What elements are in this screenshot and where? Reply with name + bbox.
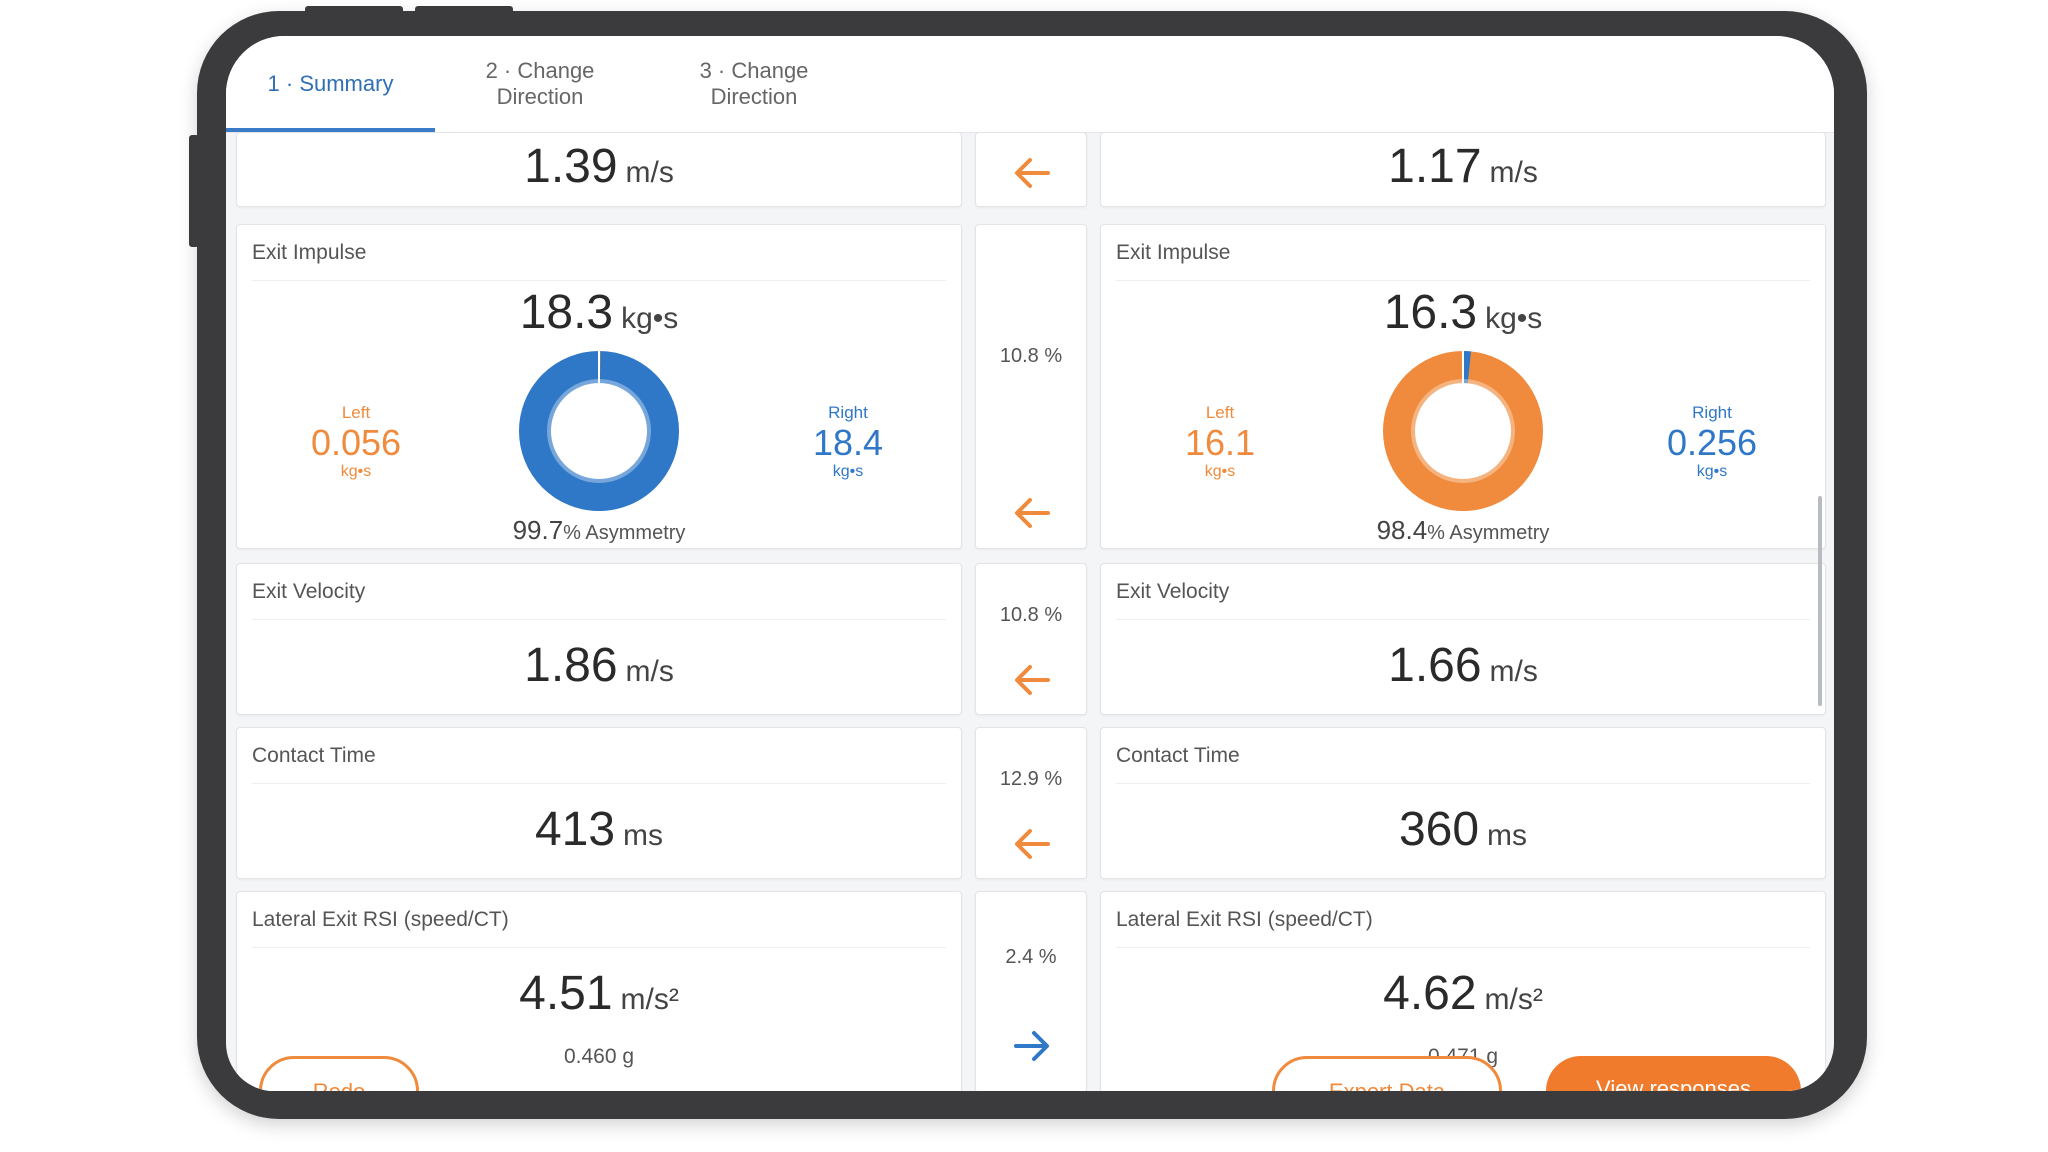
divider xyxy=(1116,947,1810,948)
divider xyxy=(252,947,946,948)
arrow-left-icon xyxy=(1015,158,1050,188)
tab-change-direction-3[interactable]: 3 · Change Direction xyxy=(699,58,809,109)
card-title: Exit Velocity xyxy=(252,580,366,603)
export-data-button-label: Export Data xyxy=(1275,1079,1499,1091)
metric-value: 1.39 m/s xyxy=(524,140,674,193)
tab-bar: 1 · Summary 2 · Change Direction 3 · Cha… xyxy=(226,36,1834,133)
left-side-value: Left 0.056 kg•s xyxy=(310,403,402,480)
scrollbar[interactable] xyxy=(1818,496,1822,706)
view-responses-button[interactable]: View responses xyxy=(1546,1056,1801,1091)
asymmetry-donut-chart xyxy=(1383,351,1543,511)
metric-value: 16.3 kg•s xyxy=(1383,286,1543,339)
divider xyxy=(252,619,946,620)
asymmetry-donut-chart xyxy=(519,351,679,511)
difference-percent: 10.8 % xyxy=(999,345,1063,367)
card-title: Lateral Exit RSI (speed/CT) xyxy=(1116,908,1373,931)
exit-impulse-card-right: Exit Impulse 16.3 kg•s Left 16.1 kg•s Rig… xyxy=(1100,224,1826,549)
exit-impulse-comparison-cell: 10.8 % xyxy=(975,224,1087,549)
divider xyxy=(1116,619,1810,620)
arrow-right-icon xyxy=(1014,1031,1049,1061)
redo-button-label: Redo xyxy=(262,1079,416,1091)
metric-subvalue: 0.460 g xyxy=(563,1045,635,1068)
contact-time-card-right: Contact Time 360 ms xyxy=(1100,727,1826,879)
arrow-left-icon xyxy=(1015,829,1050,859)
divider xyxy=(1116,280,1810,281)
arrow-left-icon xyxy=(1015,498,1050,528)
difference-percent: 12.9 % xyxy=(999,768,1063,790)
lateral-exit-rsi-comparison-cell: 2.4 % xyxy=(975,891,1087,1091)
tab-summary[interactable]: 1 · Summary xyxy=(267,71,394,96)
metric-value: 4.51 m/s² xyxy=(519,967,679,1020)
top-metric-card-left: 1.39 m/s xyxy=(236,132,962,207)
top-comparison-cell xyxy=(975,132,1087,207)
volume-button-bottom xyxy=(415,6,513,14)
card-title: Exit Impulse xyxy=(252,241,367,264)
card-title: Lateral Exit RSI (speed/CT) xyxy=(252,908,509,931)
metric-value: 1.66 m/s xyxy=(1388,639,1538,692)
divider xyxy=(252,280,946,281)
volume-button-top xyxy=(305,6,403,14)
exit-velocity-comparison-cell: 10.8 % xyxy=(975,563,1087,715)
donut-inner-ring xyxy=(1411,379,1515,483)
exit-velocity-card-left: Exit Velocity 1.86 m/s xyxy=(236,563,962,715)
export-data-button[interactable]: Export Data xyxy=(1272,1056,1502,1091)
left-side-value: Left 16.1 kg•s xyxy=(1184,403,1256,480)
active-tab-indicator xyxy=(226,128,435,132)
asymmetry-readout: 98.4% Asymmetry xyxy=(1376,515,1550,545)
difference-percent: 10.8 % xyxy=(999,604,1063,626)
contact-time-comparison-cell: 12.9 % xyxy=(975,727,1087,879)
metric-value: 18.3 kg•s xyxy=(519,286,679,339)
difference-percent: 2.4 % xyxy=(1005,946,1057,968)
asymmetry-readout: 99.7% Asymmetry xyxy=(512,515,686,545)
tab-change-direction-2[interactable]: 2 · Change Direction xyxy=(485,58,595,109)
power-button xyxy=(189,135,199,247)
arrow-left-icon xyxy=(1015,665,1050,695)
divider xyxy=(1116,783,1810,784)
metric-value: 413 ms xyxy=(534,803,664,856)
donut-inner-ring xyxy=(547,379,651,483)
redo-button[interactable]: Redo xyxy=(259,1056,419,1091)
exit-impulse-card-left: Exit Impulse 18.3 kg•s Left 0.056 kg•s Ri… xyxy=(236,224,962,549)
card-title: Exit Impulse xyxy=(1116,241,1231,264)
app-screen: 1 · Summary 2 · Change Direction 3 · Cha… xyxy=(226,36,1834,1091)
contact-time-card-left: Contact Time 413 ms xyxy=(236,727,962,879)
card-title: Exit Velocity xyxy=(1116,580,1230,603)
view-responses-button-label: View responses xyxy=(1596,1076,1751,1091)
card-title: Contact Time xyxy=(1116,744,1240,767)
lateral-exit-rsi-card-left: Lateral Exit RSI (speed/CT) 4.51 m/s² 0.4… xyxy=(236,891,962,1091)
metric-value: 4.62 m/s² xyxy=(1383,967,1543,1020)
exit-velocity-card-right: Exit Velocity 1.66 m/s xyxy=(1100,563,1826,715)
right-side-value: Right 0.256 kg•s xyxy=(1666,403,1758,480)
metric-value: 360 ms xyxy=(1398,803,1528,856)
metric-value: 1.86 m/s xyxy=(524,639,674,692)
right-side-value: Right 18.4 kg•s xyxy=(812,403,884,480)
metric-value: 1.17 m/s xyxy=(1388,140,1538,193)
top-metric-card-right: 1.17 m/s xyxy=(1100,132,1826,207)
divider xyxy=(252,783,946,784)
card-title: Contact Time xyxy=(252,744,376,767)
